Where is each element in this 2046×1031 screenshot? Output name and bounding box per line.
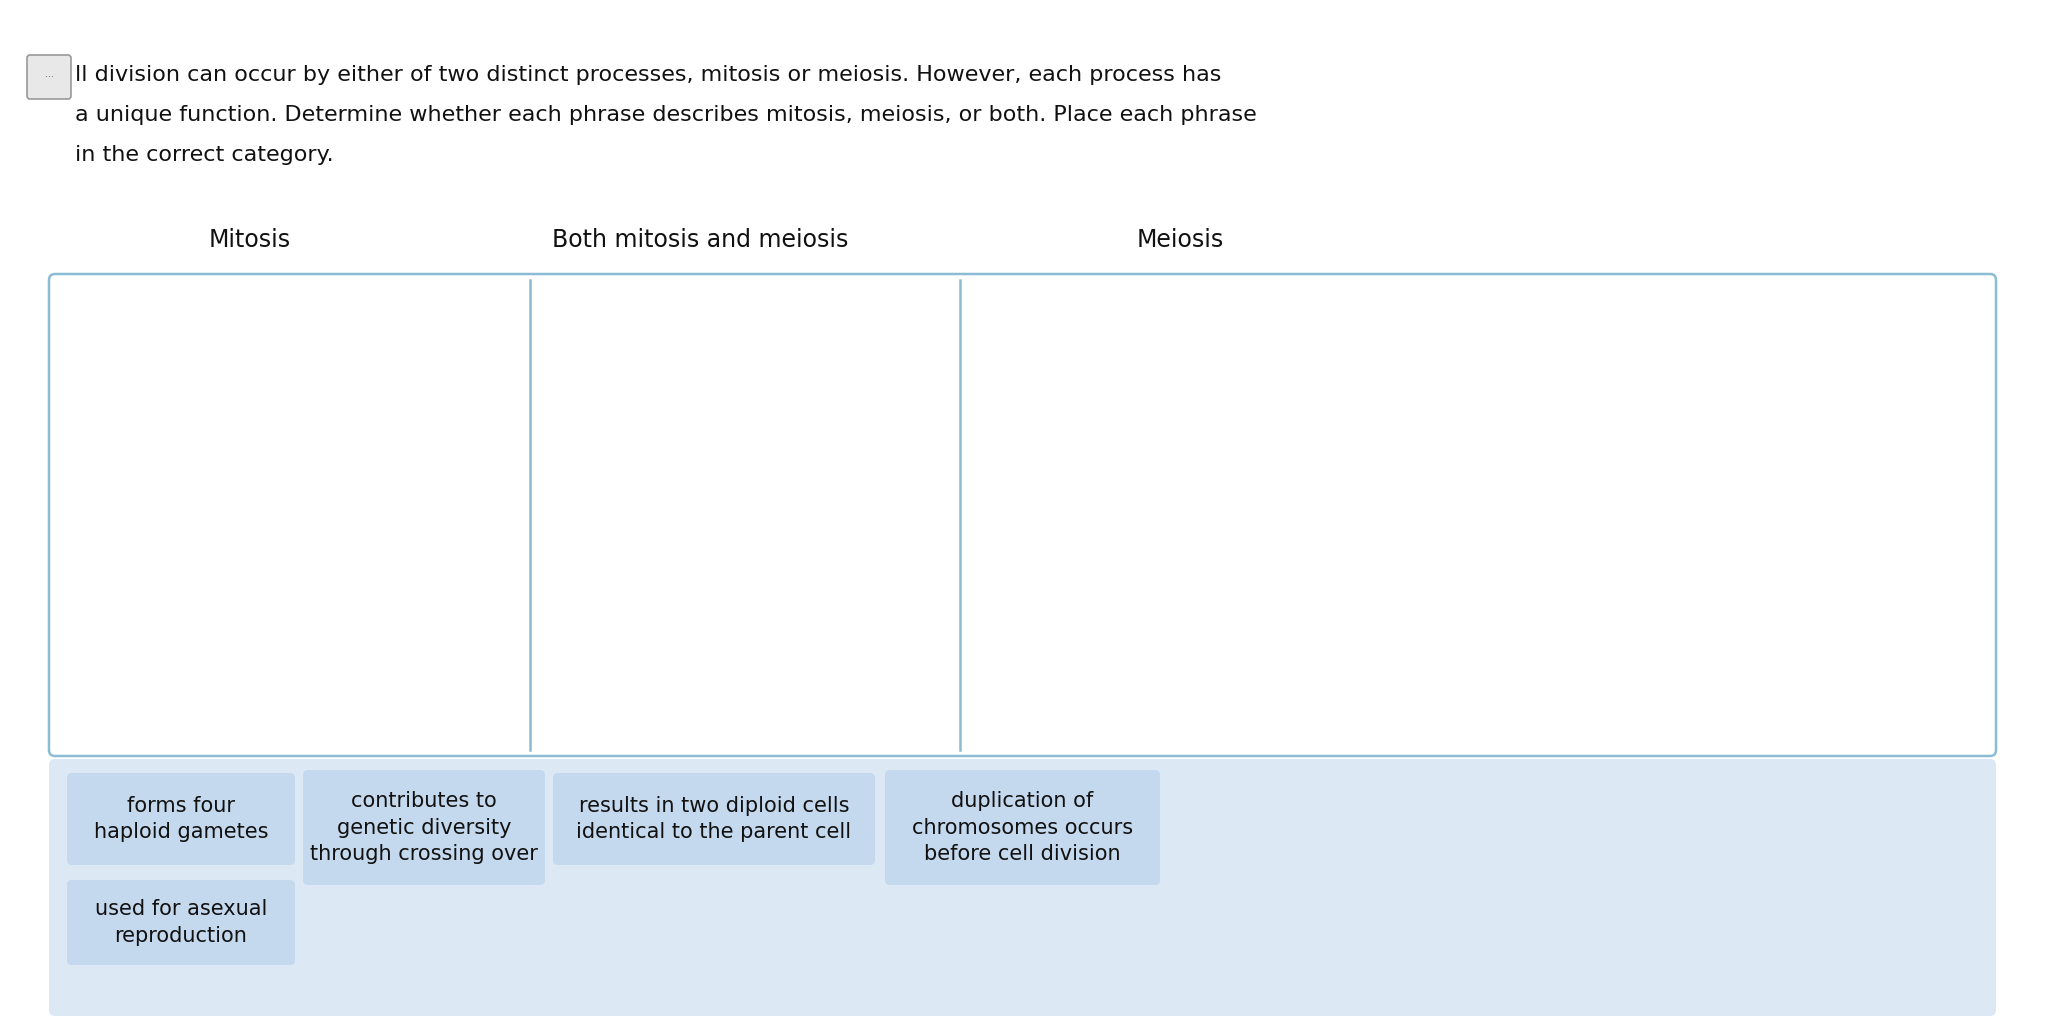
Text: in the correct category.: in the correct category. bbox=[76, 145, 333, 165]
Text: ll division can occur by either of two distinct processes, mitosis or meiosis. H: ll division can occur by either of two d… bbox=[76, 65, 1221, 85]
FancyBboxPatch shape bbox=[68, 880, 295, 965]
FancyBboxPatch shape bbox=[49, 274, 1997, 756]
Text: Mitosis: Mitosis bbox=[209, 228, 291, 252]
FancyBboxPatch shape bbox=[27, 55, 72, 99]
Text: ···: ··· bbox=[45, 72, 53, 82]
FancyBboxPatch shape bbox=[49, 759, 1997, 1016]
Text: Meiosis: Meiosis bbox=[1136, 228, 1224, 252]
FancyBboxPatch shape bbox=[552, 773, 876, 865]
FancyBboxPatch shape bbox=[68, 773, 295, 865]
Text: forms four
haploid gametes: forms four haploid gametes bbox=[94, 796, 268, 842]
Text: Both mitosis and meiosis: Both mitosis and meiosis bbox=[552, 228, 849, 252]
Text: a unique function. Determine whether each phrase describes mitosis, meiosis, or : a unique function. Determine whether eac… bbox=[76, 105, 1256, 125]
FancyBboxPatch shape bbox=[303, 770, 544, 885]
Text: used for asexual
reproduction: used for asexual reproduction bbox=[94, 899, 268, 945]
FancyBboxPatch shape bbox=[886, 770, 1160, 885]
Text: results in two diploid cells
identical to the parent cell: results in two diploid cells identical t… bbox=[577, 796, 851, 842]
Text: duplication of
chromosomes occurs
before cell division: duplication of chromosomes occurs before… bbox=[913, 791, 1133, 864]
Text: contributes to
genetic diversity
through crossing over: contributes to genetic diversity through… bbox=[311, 791, 538, 864]
